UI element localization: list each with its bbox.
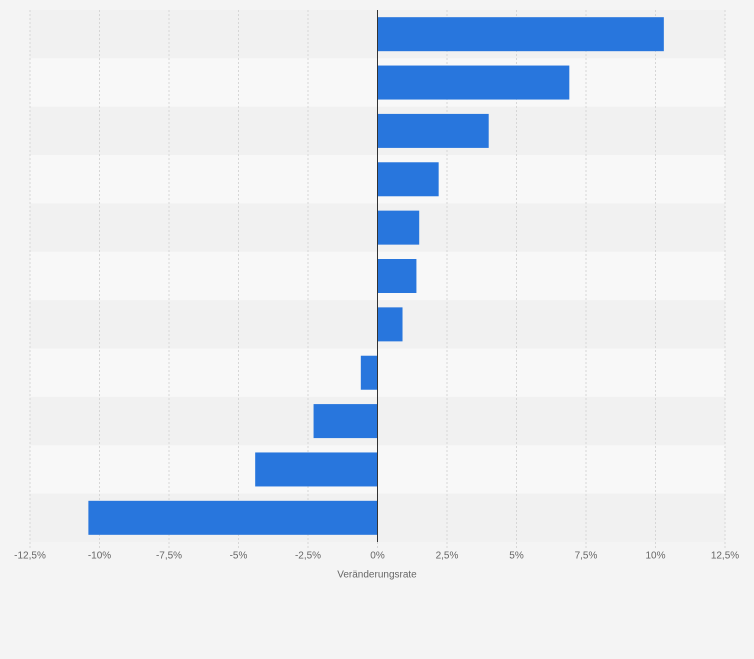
- x-axis-label: Veränderungsrate: [337, 570, 417, 581]
- x-tick-label: -12,5%: [14, 551, 46, 562]
- x-tick-label: 0%: [370, 551, 385, 562]
- bar: [377, 259, 417, 293]
- x-tick-label: 5%: [509, 551, 524, 562]
- x-tick-label: 10%: [645, 551, 665, 562]
- bar: [360, 355, 378, 390]
- bar: [255, 452, 378, 487]
- x-tick-label: 7,5%: [575, 551, 598, 562]
- bar: [377, 162, 439, 197]
- x-tick-label: 12,5%: [711, 551, 739, 562]
- x-tick-label: -5%: [230, 551, 248, 562]
- x-tick-label: -2,5%: [295, 551, 321, 562]
- bar: [377, 210, 420, 245]
- x-tick-label: 2,5%: [436, 551, 459, 562]
- bar: [377, 113, 489, 148]
- bar: [313, 404, 378, 439]
- bar: [377, 17, 664, 52]
- x-tick-label: -7,5%: [156, 551, 182, 562]
- x-tick-label: -10%: [88, 551, 111, 562]
- bar: [377, 307, 403, 342]
- bar: [377, 65, 570, 100]
- bar: [88, 500, 378, 535]
